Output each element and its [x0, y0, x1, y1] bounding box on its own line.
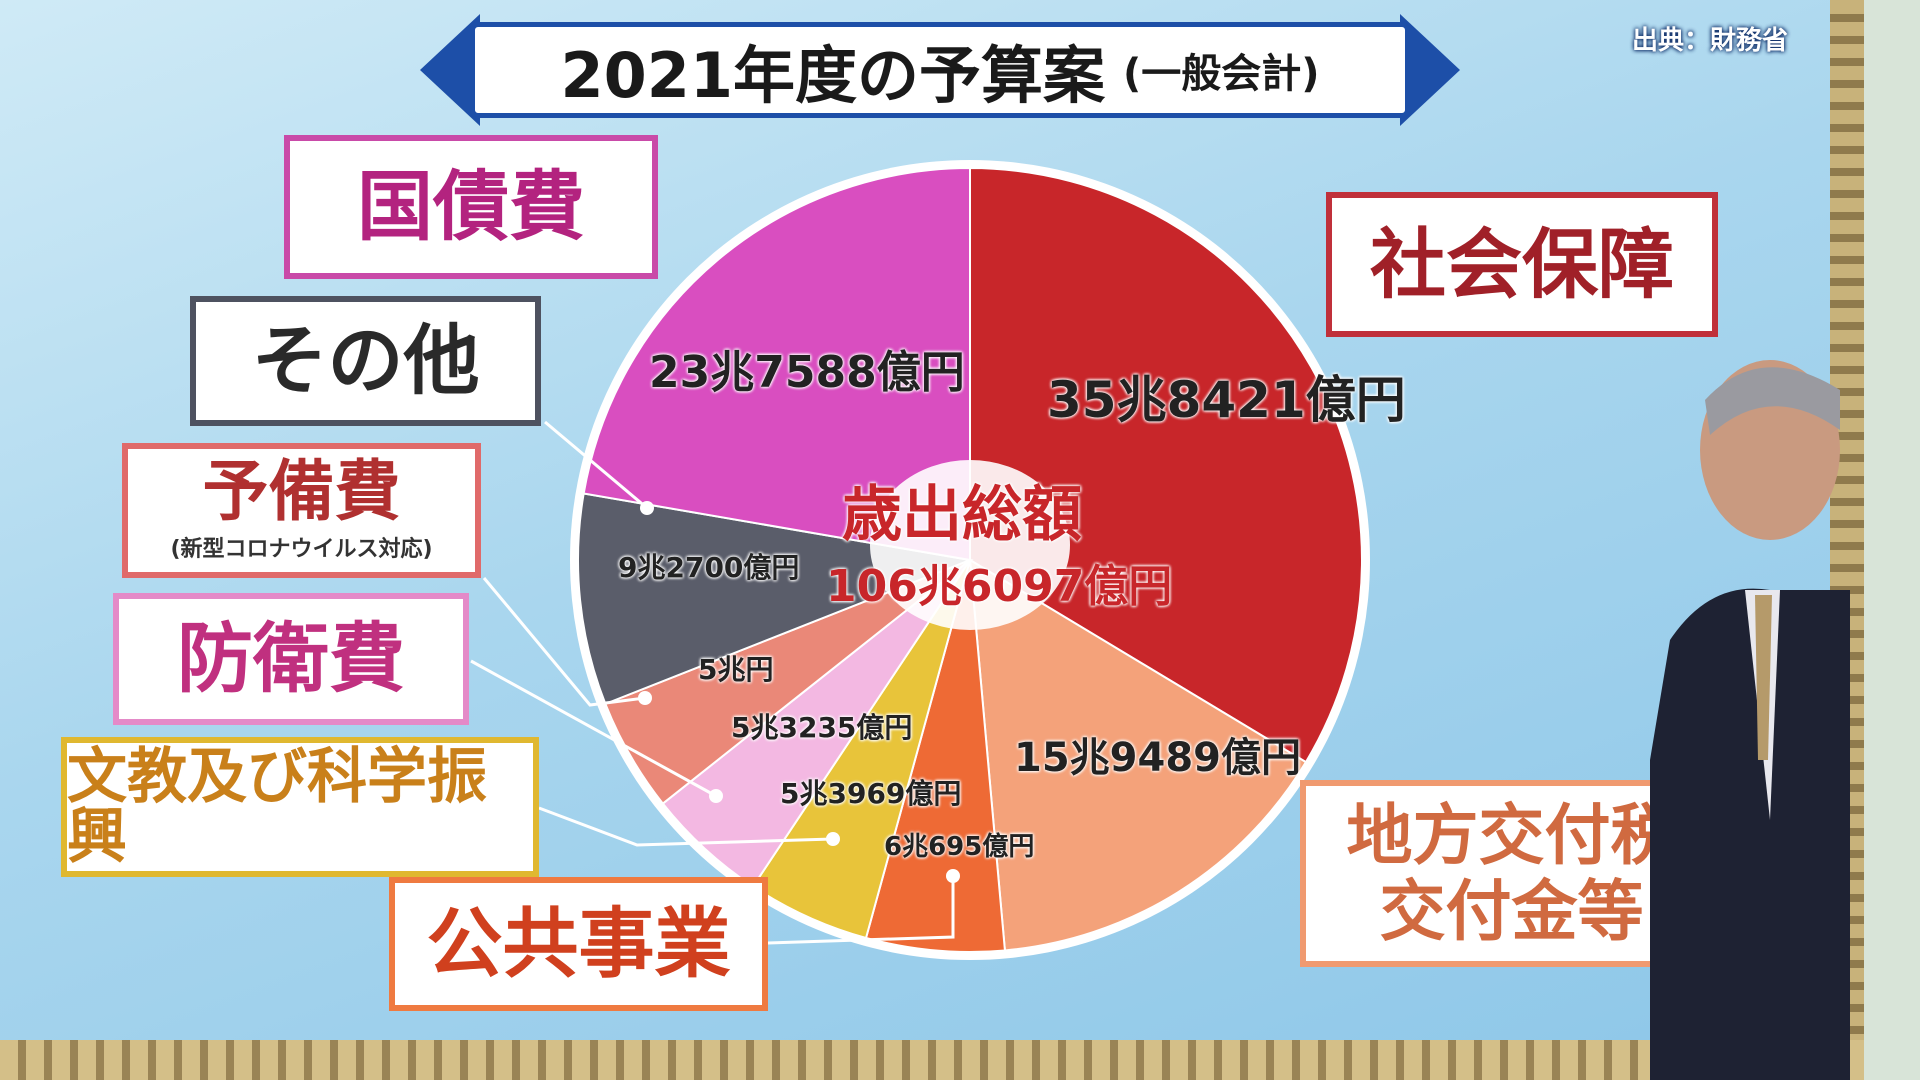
- leader-dot-bunkyou: [826, 832, 840, 846]
- category-box-koukyou: 公共事業: [389, 877, 768, 1011]
- slice-label-shakaihosho: 35兆8421億円: [1047, 371, 1406, 429]
- center-label: 歳出総額: [842, 480, 1082, 550]
- slice-label-yobihi: 5兆円: [698, 653, 774, 686]
- leader-dot-sonota: [640, 501, 654, 515]
- wall: [1864, 0, 1920, 1080]
- leader-dot-boueihi: [709, 789, 723, 803]
- title-banner: 2021年度の予算案 (一般会計): [420, 14, 1460, 126]
- pie-slice-1: [968, 558, 1308, 952]
- leader-line-koukyou: [767, 876, 955, 945]
- pie-slice-0: [969, 166, 1364, 764]
- category-box-bunkyou: 文教及び科学振興: [61, 737, 539, 877]
- pie-slice-7: [582, 166, 971, 562]
- chevron-right-icon: [1400, 14, 1460, 126]
- category-box-yobihi: 予備費 (新型コロナウイルス対応): [122, 443, 481, 578]
- frame-bottom: [0, 1040, 1864, 1080]
- center-disc: [870, 460, 1070, 630]
- slice-label-koukyou: 6兆695億円: [884, 832, 1035, 862]
- category-box-sonota: その他: [190, 296, 541, 426]
- leader-dot-koukyou: [946, 869, 960, 883]
- slice-label-bunkyou: 5兆3969億円: [780, 777, 962, 810]
- slice-label-chihou: 15兆9489億円: [1014, 735, 1301, 781]
- leader-line-boueihi: [470, 659, 717, 798]
- category-box-shakaihosho: 社会保障: [1326, 192, 1718, 337]
- leader-line-sonota: [544, 420, 648, 510]
- category-box-boueihi: 防衛費: [113, 593, 469, 725]
- slice-label-kokusaihi: 23兆7588億円: [649, 347, 965, 398]
- center-total: 106兆6097億円: [826, 561, 1173, 612]
- leader-line-yobihi: [482, 577, 646, 707]
- source-credit: 出典：財務省: [1632, 26, 1789, 56]
- chart-title: 2021年度の予算案: [560, 39, 1105, 112]
- leader-line-bunkyou: [538, 806, 834, 847]
- slice-label-sonota: 9兆2700億円: [618, 551, 800, 584]
- category-box-kokusaihi: 国債費: [284, 135, 658, 279]
- slice-label-boueihi: 5兆3235億円: [731, 711, 913, 744]
- presenter-figure: [1650, 360, 1850, 1080]
- chart-subtitle: (一般会計): [1123, 51, 1320, 97]
- leader-dot-yobihi: [638, 691, 652, 705]
